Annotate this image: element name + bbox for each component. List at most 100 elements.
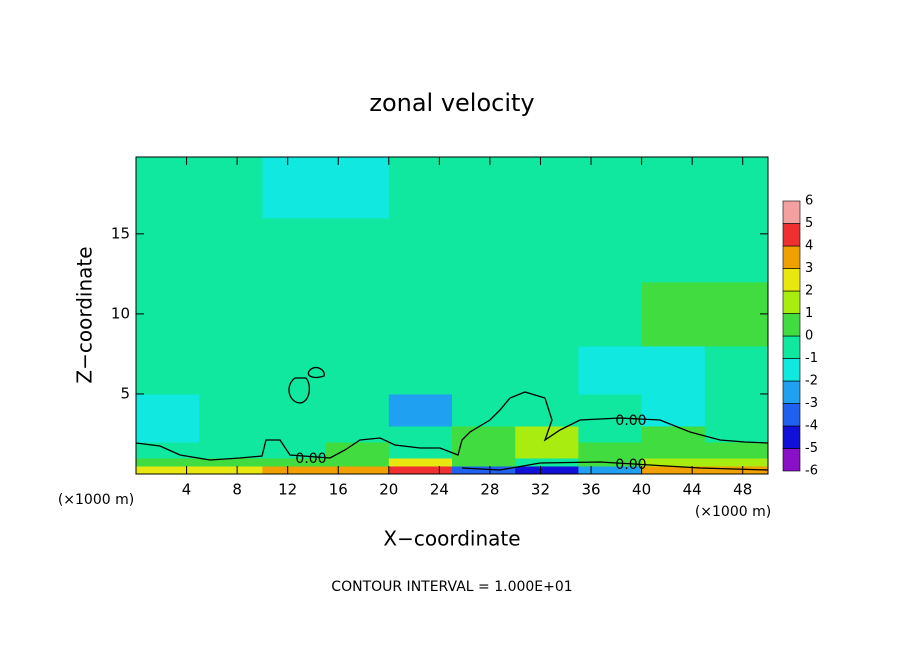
cell [704,345,769,395]
cell [325,157,390,219]
cell [136,281,200,347]
cell [515,217,579,283]
x-tick-label: 24 [430,481,449,499]
x-tick-label: 28 [480,481,499,499]
cell [262,281,327,347]
cell [325,393,390,427]
colorbar-label: 3 [805,261,813,276]
cell [262,393,327,427]
cell [515,393,579,427]
cell [452,281,516,347]
cell [641,345,706,395]
cell [578,393,643,427]
x-axis-title: X−coordinate [383,527,520,551]
cell [325,217,390,283]
cell [388,393,453,427]
colorbar-swatch [782,290,801,314]
cell [578,217,643,283]
cell [325,465,390,475]
colorbar-swatch [782,448,801,472]
cell [136,465,200,475]
colorbar-label: -6 [805,464,818,479]
x-tick-label: 8 [232,481,242,499]
cell [388,345,453,395]
zero-contour [288,366,325,404]
cell [452,157,516,219]
cell [452,441,516,459]
cell [641,425,706,443]
zero-contour [461,461,769,471]
footnote: CONTOUR INTERVAL = 1.000E+01 [331,579,572,595]
colorbar-swatch [782,223,801,247]
colorbar-label: -4 [805,419,818,434]
cell [325,345,390,395]
x-tick-label: 48 [733,481,752,499]
cell [262,345,327,395]
x-tick-label: 44 [683,481,702,499]
cell [704,281,769,347]
cell [199,425,263,443]
cell [641,217,706,283]
cell [578,425,643,443]
x-tick-label: 32 [531,481,550,499]
cell [641,457,706,467]
plot-frame [135,156,769,475]
cell [704,425,769,443]
cell [262,157,327,219]
cell [262,217,327,283]
cell [452,217,516,283]
colorbar-label: 0 [805,329,813,344]
y-tick-label: 15 [111,224,130,242]
x-tick-label: 16 [329,481,348,499]
colorbar-label: -1 [805,351,818,366]
colorbar-swatch [782,425,801,449]
cell [325,457,390,467]
cell [704,393,769,427]
cell [515,281,579,347]
cell [262,441,327,459]
colorbar-swatch [782,268,801,292]
cell [199,393,263,427]
cell [704,441,769,459]
cell [578,441,643,459]
cell [388,457,453,467]
cell [199,345,263,395]
colorbar-label: -3 [805,396,818,411]
colorbar-swatch [782,335,801,359]
cell [136,157,200,219]
cell [452,345,516,395]
y-tick-label: 10 [111,304,130,322]
cell [641,393,706,427]
x-tick-label: 40 [632,481,651,499]
colorbar-label: 5 [805,216,813,231]
zero-contour [135,391,769,461]
cell [199,465,263,475]
cell [199,281,263,347]
colorbar-label: -2 [805,374,818,389]
y-axis-title: Z−coordinate [73,246,97,383]
x-tick-label: 12 [278,481,297,499]
cell [578,281,643,347]
colorbar-label: -5 [805,441,818,456]
cell [515,345,579,395]
cell [262,425,327,443]
colorbar-swatch [782,200,801,224]
cell [262,457,327,467]
cell [136,345,200,395]
cell [136,393,200,427]
colorbar-swatch [782,313,801,337]
cell [515,157,579,219]
x-tick-label: 36 [581,481,600,499]
cell [704,457,769,467]
colorbar-swatch [782,380,801,404]
cell [325,281,390,347]
cell [388,157,453,219]
cell [452,457,516,467]
cell [452,393,516,427]
cell [704,465,769,475]
cell [641,465,706,475]
colorbar-label: 1 [805,306,813,321]
cell [199,457,263,467]
cell [704,217,769,283]
